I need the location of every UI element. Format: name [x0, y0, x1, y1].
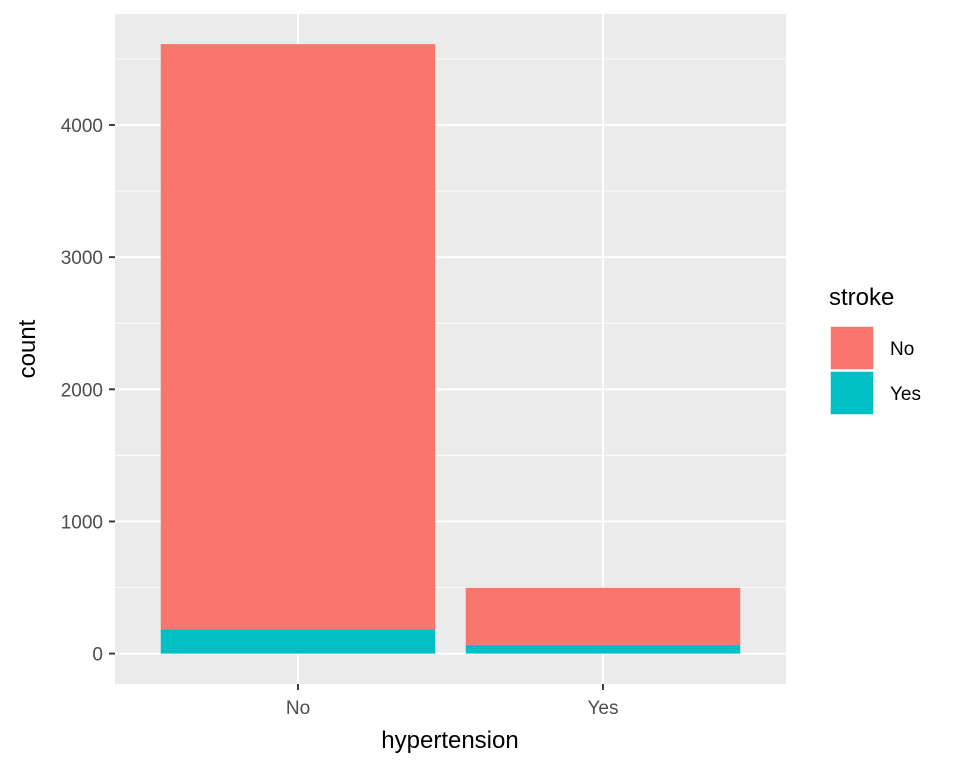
- x-axis: No Yes: [286, 684, 619, 719]
- bar-segment-no-no: [160, 44, 436, 630]
- x-tick-label: Yes: [588, 698, 619, 719]
- x-axis-title: hypertension: [381, 727, 518, 754]
- bars: [160, 44, 741, 654]
- bar-segment-yes-yes: [465, 644, 741, 654]
- y-tick-label: 3000: [61, 248, 103, 269]
- bar-segment-no-yes: [465, 587, 741, 645]
- legend-title: stroke: [829, 284, 894, 311]
- y-tick-label: 1000: [61, 512, 103, 533]
- legend-key-yes: [829, 370, 875, 416]
- y-tick-label: 0: [92, 645, 103, 666]
- legend: stroke No Yes: [829, 284, 921, 416]
- legend-label-no: No: [890, 339, 914, 360]
- y-tick-label: 2000: [61, 380, 103, 401]
- y-axis: 0 1000 2000 3000 4000: [61, 116, 115, 666]
- y-tick-label: 4000: [61, 116, 103, 137]
- y-axis-title: count: [14, 319, 41, 378]
- legend-label-yes: Yes: [890, 384, 921, 405]
- bar-segment-yes-no: [160, 629, 436, 654]
- legend-key-no: [829, 325, 875, 371]
- x-tick-label: No: [286, 698, 310, 719]
